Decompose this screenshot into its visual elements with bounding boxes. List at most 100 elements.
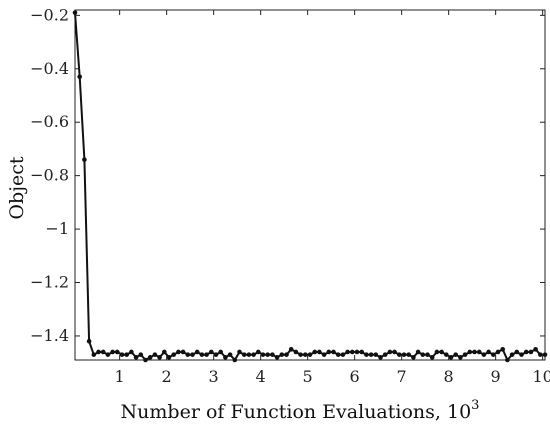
data-point: [303, 352, 308, 357]
x-axis: 1 2 3 4 5 6 7 8 9 10: [115, 10, 550, 386]
data-point: [429, 355, 435, 360]
data-point: [317, 349, 322, 355]
data-point: [467, 349, 473, 355]
data-point: [232, 357, 238, 363]
x-tick-label: 6: [350, 367, 360, 386]
data-point: [476, 349, 482, 355]
data-point: [105, 352, 111, 357]
data-point: [326, 349, 332, 355]
data-point: [364, 352, 369, 357]
data-point: [486, 349, 491, 355]
data-point: [401, 352, 407, 357]
x-tick-label: 8: [444, 367, 454, 386]
data-point: [350, 349, 355, 355]
data-point: [143, 357, 148, 363]
y-tick-label: −0.6: [30, 112, 69, 131]
data-point: [157, 355, 162, 360]
data-point: [392, 349, 397, 355]
data-point: [209, 349, 214, 355]
data-point: [194, 349, 200, 355]
data-point: [411, 355, 416, 360]
data-point: [218, 349, 223, 355]
y-tick-label: −1.2: [30, 273, 69, 292]
data-point: [176, 349, 181, 355]
data-point: [458, 355, 463, 360]
y-tick-label: −0.2: [30, 5, 69, 24]
data-point: [185, 352, 191, 357]
data-point: [274, 355, 280, 360]
data-point: [472, 349, 477, 355]
x-tick-label: 9: [491, 367, 501, 386]
data-point: [82, 157, 87, 162]
x-tick-label: 1: [115, 367, 125, 386]
x-axis-label: Number of Function Evaluations, 103: [121, 398, 480, 423]
data-point: [180, 349, 186, 355]
data-point: [147, 355, 153, 360]
data-point: [542, 352, 548, 357]
data-point: [96, 349, 101, 355]
data-point: [213, 352, 219, 357]
data-point: [406, 352, 412, 357]
data-point: [312, 349, 318, 355]
y-tick-label: −0.8: [30, 166, 69, 185]
data-point: [100, 349, 106, 355]
data-point: [124, 352, 129, 357]
data-point: [279, 352, 285, 357]
data-point: [246, 352, 252, 357]
data-point: [397, 352, 402, 357]
data-point: [331, 349, 336, 355]
data-point: [491, 352, 496, 357]
data-point: [199, 352, 205, 357]
data-point: [251, 352, 256, 357]
data-point: [359, 349, 365, 355]
data-point: [528, 349, 534, 355]
data-point: [190, 352, 195, 357]
y-tick-label: −1.4: [30, 326, 69, 345]
x-tick-label: 2: [162, 367, 172, 386]
data-point: [284, 352, 289, 357]
data-point: [288, 347, 294, 352]
data-point: [293, 349, 299, 355]
x-tick-label: 5: [303, 367, 313, 386]
data-point: [378, 355, 383, 360]
data-point: [481, 352, 487, 357]
data-point: [77, 74, 82, 80]
series-line: [74, 12, 545, 361]
x-tick-label: 10: [532, 367, 550, 386]
data-point: [462, 352, 468, 357]
data-point: [171, 352, 176, 357]
data-point: [133, 355, 139, 360]
data-point: [260, 352, 266, 357]
data-point: [270, 352, 275, 357]
data-point: [298, 352, 303, 357]
data-point: [241, 352, 247, 357]
x-tick-label: 3: [209, 367, 219, 386]
data-point: [523, 349, 529, 355]
data-point: [237, 349, 242, 355]
data-point: [321, 352, 327, 357]
data-point: [307, 352, 313, 357]
data-point: [86, 338, 92, 344]
data-point: [448, 355, 454, 360]
data-point: [453, 352, 459, 357]
data-point: [368, 352, 374, 357]
data-point: [162, 349, 167, 355]
data-point: [514, 349, 520, 355]
data-point: [519, 352, 524, 357]
y-axis-label: Object: [6, 156, 28, 220]
data-point: [509, 352, 515, 357]
data-point: [444, 352, 449, 357]
data-point: [420, 352, 426, 357]
data-point: [533, 347, 538, 352]
data-point: [382, 352, 388, 357]
data-point: [373, 352, 379, 357]
data-point: [227, 352, 233, 357]
data-point: [335, 352, 341, 357]
data-point: [340, 352, 346, 357]
data-point: [265, 352, 271, 357]
data-point: [425, 352, 430, 357]
data-point: [495, 349, 501, 355]
data-point: [204, 352, 209, 357]
data-point: [91, 352, 97, 357]
